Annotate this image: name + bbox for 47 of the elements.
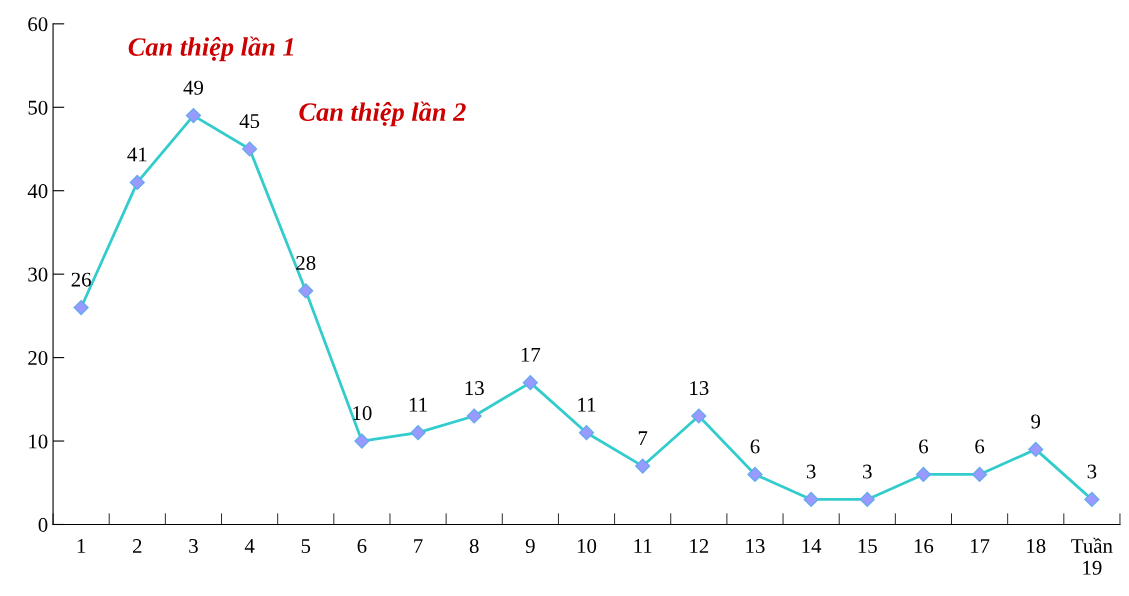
data-label: 9 (1031, 414, 1041, 429)
x-tick-label: 11 (634, 539, 652, 553)
data-label: 26 (71, 272, 91, 287)
x-tick-label: 5 (301, 539, 311, 554)
x-tick-label: 13 (746, 539, 765, 554)
data-label: 49 (183, 80, 204, 95)
data-label: 13 (690, 381, 709, 396)
x-tick-label: 3 (189, 539, 198, 554)
data-label: 28 (296, 255, 316, 270)
data-label: 3 (863, 464, 872, 479)
x-tick-label: 10 (577, 538, 597, 554)
data-label: 7 (638, 431, 648, 445)
x-tick-label: 12 (690, 539, 709, 553)
data-label: 10 (353, 406, 372, 421)
data-label: 13 (465, 381, 484, 396)
y-tick-label: 40 (27, 184, 48, 199)
x-tick-label: 9 (525, 539, 535, 554)
x-tick-label: 8 (469, 538, 479, 554)
x-tick-label: 15 (858, 539, 877, 554)
x-tick-label: 4 (244, 539, 255, 553)
data-label: 6 (919, 439, 929, 454)
x-tick-label: 16 (914, 539, 934, 554)
data-label: 3 (806, 464, 816, 479)
data-label: 11 (578, 397, 596, 412)
annotation: Can thiệp lần 1 (128, 36, 293, 62)
annotation: Can thiệp lần 2 (299, 101, 466, 127)
y-tick-label: 60 (28, 17, 48, 32)
y-tick-label: 30 (28, 267, 48, 282)
x-tick-label: 18 (1027, 538, 1046, 554)
data-label: 17 (521, 347, 541, 362)
y-tick-label: 0 (38, 517, 48, 532)
data-label: 45 (239, 114, 260, 129)
x-tick-label: 14 (802, 539, 822, 553)
data-label: 6 (750, 439, 760, 454)
x-tick-label: 2 (133, 539, 142, 553)
data-label: 11 (409, 397, 427, 412)
data-label: 3 (1087, 464, 1097, 479)
x-tick-label: Tuần 19 (1071, 537, 1113, 575)
x-tick-label: 1 (77, 539, 86, 553)
x-tick-label: 7 (414, 539, 423, 553)
data-label: 41 (127, 147, 147, 162)
y-tick-label: 10 (29, 434, 48, 449)
data-label: 6 (975, 439, 985, 454)
x-tick-label: 17 (971, 539, 990, 553)
y-tick-label: 50 (28, 100, 48, 115)
x-tick-label: 6 (357, 539, 367, 554)
y-tick-label: 20 (28, 350, 48, 366)
